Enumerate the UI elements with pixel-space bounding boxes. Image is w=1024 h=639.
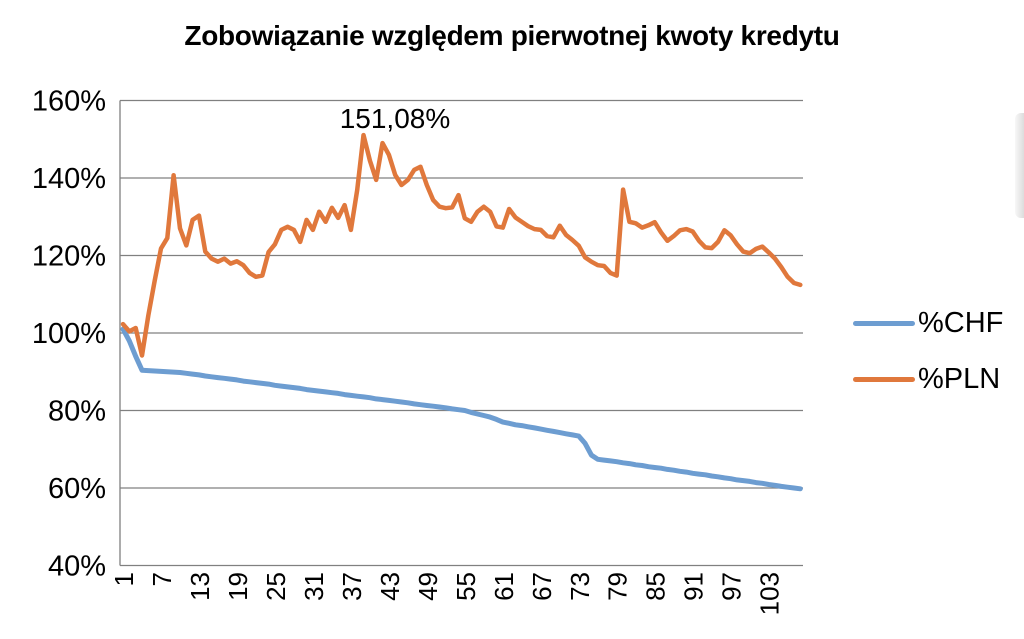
- chart-legend: %CHF %PLN: [853, 295, 1003, 407]
- x-tick-label-37: 37: [337, 572, 367, 601]
- x-tick-label-103: 103: [755, 572, 785, 615]
- x-tick-label-55: 55: [451, 572, 481, 601]
- peak-value-annotation: 151,08%: [339, 103, 451, 134]
- x-tick-label-79: 79: [603, 572, 633, 601]
- y-tick-label-160%: 160%: [32, 86, 106, 118]
- x-tick-label-91: 91: [679, 572, 709, 601]
- y-tick-label-60%: 60%: [48, 473, 106, 505]
- legend-item-chf: %CHF: [853, 295, 1003, 351]
- x-tick-label-73: 73: [565, 572, 595, 601]
- x-tick-label-85: 85: [641, 572, 671, 601]
- y-tick-label-120%: 120%: [32, 241, 106, 273]
- x-tick-label-25: 25: [261, 572, 291, 601]
- y-tick-label-40%: 40%: [48, 551, 106, 583]
- x-tick-label-67: 67: [527, 572, 557, 601]
- legend-label: %CHF: [918, 306, 1004, 339]
- x-tick-label-97: 97: [717, 572, 747, 601]
- x-tick-label-7: 7: [147, 572, 177, 586]
- y-tick-label-80%: 80%: [48, 396, 106, 428]
- y-tick-label-140%: 140%: [32, 163, 106, 195]
- legend-item-pln: %PLN: [853, 351, 1003, 407]
- legend-line-swatch: [853, 320, 915, 326]
- chart-title: Zobowiązanie względem pierwotnej kwoty k…: [184, 20, 840, 51]
- series-line-pln: [120, 132, 803, 358]
- x-tick-label-49: 49: [413, 572, 443, 601]
- legend-label: %PLN: [918, 362, 1001, 395]
- legend-line-swatch: [853, 376, 915, 382]
- x-tick-label-61: 61: [489, 572, 519, 601]
- x-tick-label-19: 19: [223, 572, 253, 601]
- x-tick-label-31: 31: [299, 572, 329, 601]
- scrollbar-thumb[interactable]: [1015, 113, 1024, 218]
- x-tick-label-43: 43: [375, 572, 405, 601]
- y-tick-label-100%: 100%: [32, 318, 106, 350]
- x-tick-label-1: 1: [109, 572, 139, 586]
- series-line-chf: [120, 326, 803, 492]
- x-tick-label-13: 13: [185, 572, 215, 601]
